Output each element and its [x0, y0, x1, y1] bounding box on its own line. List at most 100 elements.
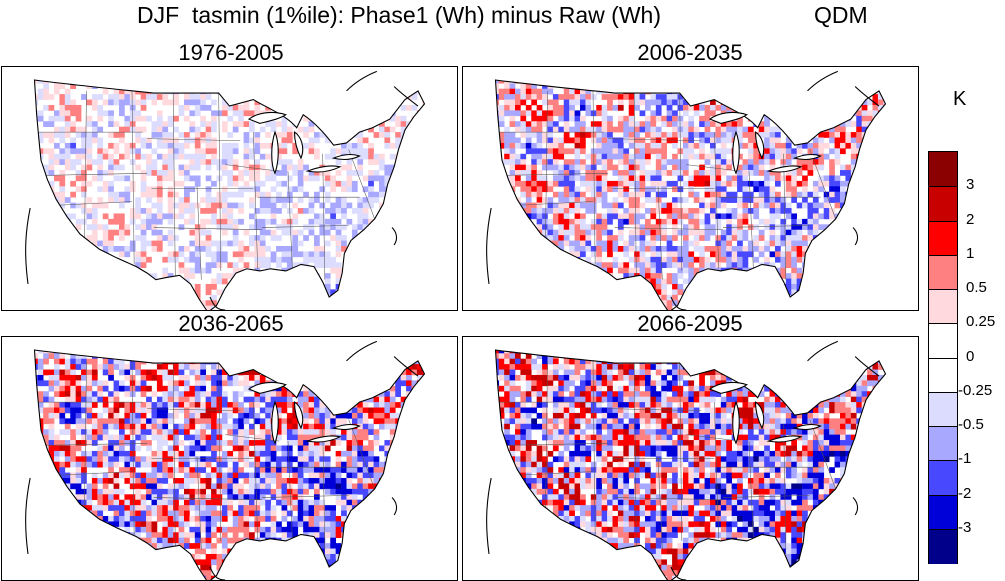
- anomaly-cell: [764, 246, 770, 252]
- anomaly-cell: [661, 284, 667, 290]
- anomaly-cell: [705, 230, 711, 236]
- anomaly-cell: [81, 348, 87, 354]
- anomaly-cell: [70, 370, 76, 376]
- anomaly-cell: [797, 251, 803, 257]
- anomaly-cell: [618, 213, 624, 219]
- anomaly-cell: [92, 100, 98, 106]
- anomaly-cell: [862, 257, 868, 263]
- anomaly-cell: [406, 105, 412, 111]
- anomaly-cell: [146, 78, 152, 84]
- anomaly-cell: [526, 262, 532, 268]
- anomaly-cell: [889, 230, 895, 236]
- anomaly-cell: [254, 241, 260, 247]
- anomaly-cell: [59, 138, 65, 144]
- anomaly-cell: [710, 279, 716, 285]
- anomaly-cell: [775, 213, 781, 219]
- anomaly-cell: [412, 197, 418, 203]
- anomaly-cell: [330, 100, 336, 106]
- anomaly-cell: [640, 89, 646, 95]
- anomaly-cell: [103, 380, 109, 386]
- anomaly-cell: [384, 348, 390, 354]
- anomaly-cell: [179, 370, 185, 376]
- anomaly-cell: [829, 105, 835, 111]
- anomaly-cell: [379, 127, 385, 133]
- anomaly-cell: [108, 121, 114, 127]
- anomaly-cell: [179, 208, 185, 214]
- anomaly-cell: [352, 143, 358, 149]
- anomaly-cell: [743, 203, 749, 209]
- anomaly-cell: [510, 213, 516, 219]
- anomaly-cell: [602, 186, 608, 192]
- anomaly-cell: [157, 170, 163, 176]
- anomaly-cell: [683, 208, 689, 214]
- anomaly-cell: [119, 203, 125, 209]
- anomaly-cell: [818, 159, 824, 165]
- anomaly-cell: [520, 284, 526, 290]
- anomaly-cell: [211, 251, 217, 257]
- anomaly-cell: [623, 165, 629, 171]
- anomaly-cell: [667, 100, 673, 106]
- anomaly-cell: [845, 219, 851, 225]
- anomaly-cell: [813, 100, 819, 106]
- anomaly-cell: [87, 197, 93, 203]
- anomaly-cell: [797, 78, 803, 84]
- anomaly-cell: [764, 192, 770, 198]
- anomaly-cell: [282, 143, 288, 149]
- anomaly-cell: [840, 94, 846, 100]
- anomaly-cell: [59, 148, 65, 154]
- anomaly-cell: [840, 83, 846, 89]
- anomaly-cell: [813, 148, 819, 154]
- anomaly-cell: [298, 105, 304, 111]
- anomaly-cell: [32, 159, 38, 165]
- anomaly-cell: [200, 94, 206, 100]
- anomaly-cell: [835, 257, 841, 263]
- anomaly-cell: [298, 165, 304, 171]
- anomaly-cell: [319, 213, 325, 219]
- anomaly-cell: [840, 273, 846, 279]
- anomaly-cell: [656, 230, 662, 236]
- anomaly-cell: [119, 380, 125, 386]
- anomaly-cell: [661, 289, 667, 295]
- anomaly-cell: [548, 121, 554, 127]
- anomaly-cell: [542, 100, 548, 106]
- anomaly-cell: [206, 268, 212, 274]
- anomaly-cell: [319, 100, 325, 106]
- anomaly-cell: [135, 208, 141, 214]
- anomaly-cell: [596, 148, 602, 154]
- anomaly-cell: [114, 192, 120, 198]
- anomaly-cell: [531, 306, 537, 310]
- anomaly-cell: [368, 78, 374, 84]
- anomaly-cell: [764, 159, 770, 165]
- anomaly-cell: [92, 138, 98, 144]
- anomaly-cell: [737, 246, 743, 252]
- anomaly-cell: [726, 78, 732, 84]
- anomaly-cell: [515, 257, 521, 263]
- anomaly-cell: [808, 165, 814, 171]
- anomaly-cell: [65, 284, 71, 290]
- anomaly-cell: [683, 241, 689, 247]
- anomaly-cell: [401, 197, 407, 203]
- anomaly-cell: [401, 289, 407, 295]
- anomaly-cell: [81, 262, 87, 268]
- anomaly-cell: [103, 230, 109, 236]
- anomaly-cell: [743, 306, 749, 310]
- anomaly-cell: [878, 143, 884, 149]
- anomaly-cell: [135, 235, 141, 241]
- anomaly-cell: [672, 181, 678, 187]
- anomaly-cell: [873, 170, 879, 176]
- anomaly-cell: [770, 203, 776, 209]
- anomaly-cell: [770, 186, 776, 192]
- anomaly-cell: [363, 348, 369, 354]
- anomaly-cell: [38, 116, 44, 122]
- anomaly-cell: [325, 359, 331, 365]
- anomaly-cell: [705, 235, 711, 241]
- anomaly-cell: [162, 127, 168, 133]
- anomaly-cell: [667, 116, 673, 122]
- anomaly-cell: [835, 110, 841, 116]
- anomaly-cell: [743, 100, 749, 106]
- anomaly-cell: [70, 181, 76, 187]
- anomaly-cell: [428, 110, 434, 116]
- anomaly-cell: [417, 306, 423, 310]
- anomaly-cell: [406, 257, 412, 263]
- anomaly-cell: [195, 105, 201, 111]
